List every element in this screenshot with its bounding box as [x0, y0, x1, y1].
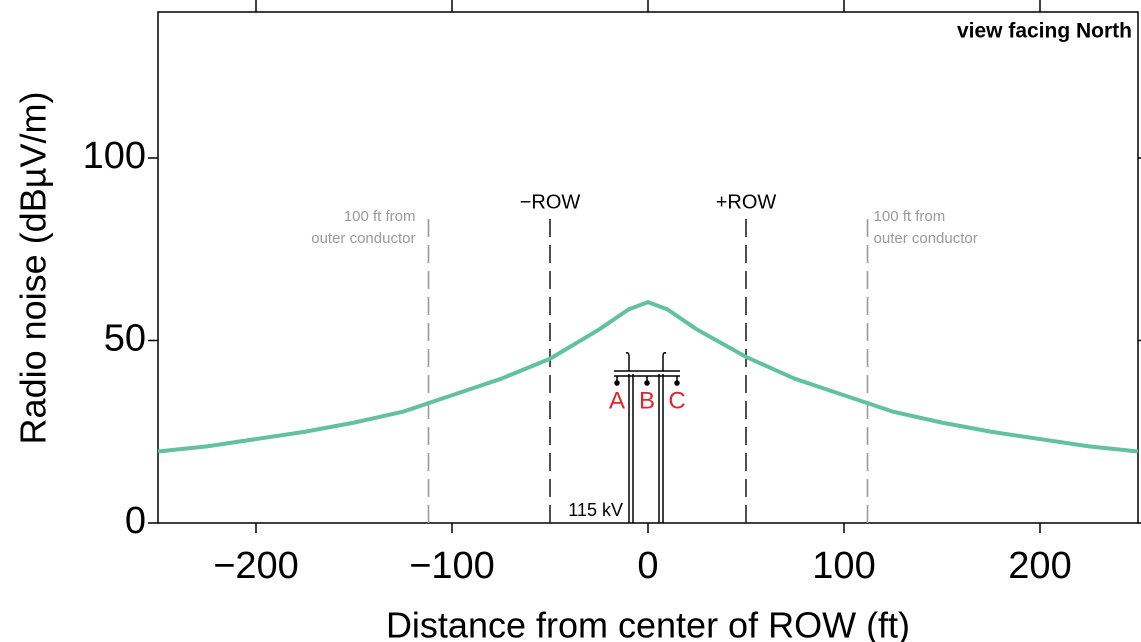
tower [614, 352, 680, 523]
reference-label: 100 ft from [874, 208, 946, 225]
x-tick-label: 0 [637, 545, 658, 587]
x-tick-label: 200 [1008, 545, 1071, 587]
plot-frame [157, 11, 1139, 524]
y-tick-label: 50 [104, 318, 146, 360]
annotation: view facing North [957, 20, 1132, 43]
reference-label: 100 ft from [344, 208, 416, 225]
y-tick-label: 100 [83, 135, 146, 177]
reference-label: +ROW [716, 191, 777, 213]
reference-label: outer conductor [311, 230, 415, 247]
reference-label: −ROW [520, 191, 581, 213]
phase-label: B [639, 387, 655, 414]
data-line [157, 300, 1139, 454]
phase-label: C [668, 387, 685, 414]
phase-label: A [609, 387, 625, 414]
voltage-label: 115 kV [568, 500, 623, 520]
y-axis-title: Radio noise (dBµV/m) [13, 92, 54, 445]
x-tick-label: −100 [409, 545, 495, 587]
x-tick-label: 100 [812, 545, 875, 587]
x-tick-label: −200 [213, 545, 299, 587]
y-tick-label: 0 [125, 500, 146, 542]
x-axis-title: Distance from center of ROW (ft) [386, 605, 910, 642]
reference-label: outer conductor [874, 230, 978, 247]
